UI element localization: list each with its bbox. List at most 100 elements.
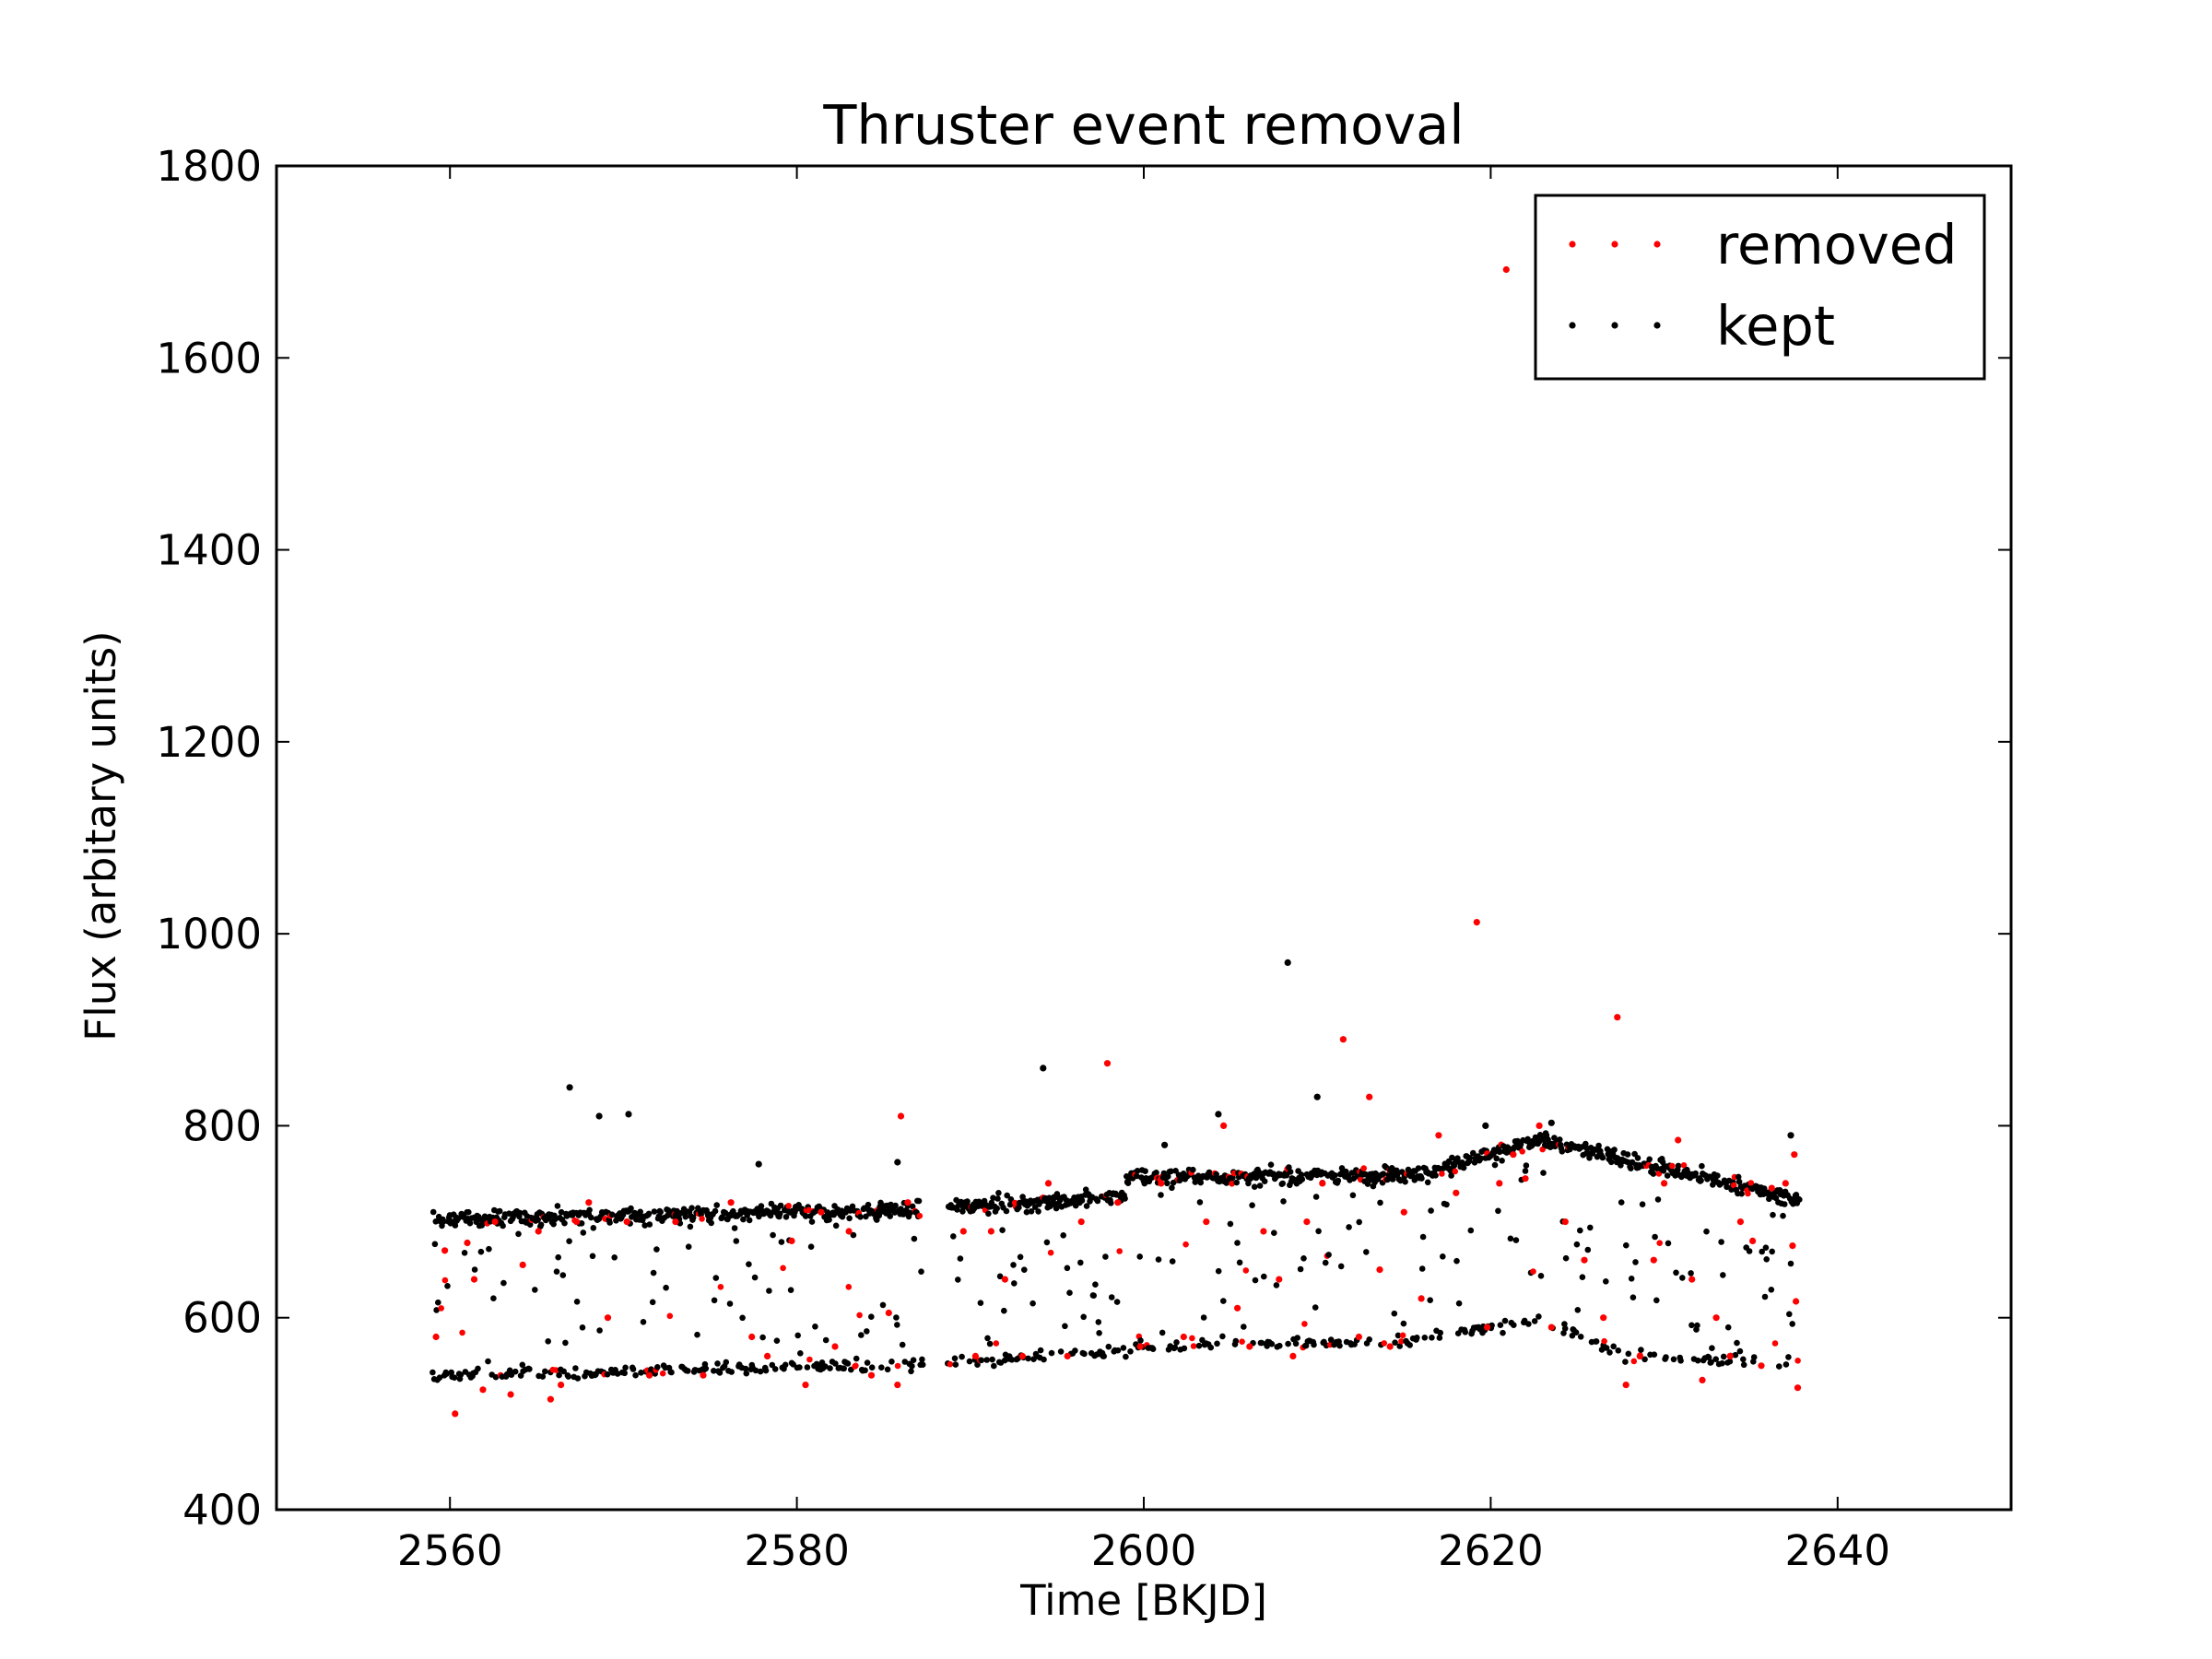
kept-point [1105,1343,1112,1350]
kept-point [1694,1322,1700,1329]
kept-point [974,1361,981,1368]
removed-point [1452,1168,1459,1175]
removed-point [1064,1352,1071,1359]
kept-point [822,1363,829,1370]
removed-point [1319,1180,1326,1187]
kept-point [1427,1297,1433,1303]
kept-point [841,1365,847,1372]
kept-point [496,1207,503,1215]
kept-point [1699,1162,1705,1170]
kept-point [1501,1317,1509,1324]
removed-point [831,1343,839,1350]
kept-point [1573,1241,1581,1248]
kept-point [1153,1170,1159,1176]
removed-point [904,1199,912,1206]
removed-point [659,1370,666,1377]
kept-point [556,1371,562,1379]
removed-point [1502,265,1510,274]
kept-point [731,1225,738,1231]
kept-point [574,1375,582,1382]
kept-point [1158,1192,1164,1198]
kept-point [999,1227,1006,1233]
kept-point [665,1212,671,1219]
removed-point [1656,1240,1663,1246]
kept-point [596,1327,603,1334]
kept-point [1078,1197,1086,1204]
kept-point [519,1361,526,1369]
kept-point [1769,1248,1775,1255]
kept-point [802,1213,809,1219]
kept-point [1214,1340,1220,1347]
legend-marker-kept [1611,322,1618,329]
kept-point [864,1328,870,1335]
kept-point [773,1337,781,1344]
kept-point [758,1203,765,1209]
x-tick-label: 2640 [1785,1526,1891,1575]
removed-point [464,1239,471,1247]
kept-point [465,1208,472,1216]
kept-point [1604,1146,1611,1153]
kept-point [1249,1202,1255,1208]
kept-point [1215,1111,1222,1118]
kept-point [966,1358,973,1365]
removed-point [1699,1376,1706,1383]
kept-point [1577,1227,1583,1234]
removed-point [845,1228,853,1235]
x-tick-label: 2600 [1091,1526,1197,1575]
kept-point [1004,1192,1010,1199]
kept-point [1035,1208,1041,1215]
kept-point [822,1336,830,1344]
removed-point [1189,1335,1195,1342]
kept-point [1313,1093,1321,1100]
removed-point [785,1203,792,1209]
kept-point [1632,1259,1639,1265]
y-axis-label: Flux (arbitary units) [76,630,125,1041]
removed-point [1360,1165,1367,1171]
kept-point [1762,1244,1770,1251]
kept-point [1392,1339,1398,1346]
kept-point [1639,1201,1646,1207]
removed-point [1650,1256,1657,1264]
kept-point [1443,1201,1450,1208]
kept-point [1593,1338,1600,1345]
kept-point [1394,1332,1402,1339]
removed-point [727,1199,735,1206]
kept-point [500,1279,507,1287]
removed-point [1561,1218,1569,1226]
kept-point [857,1214,864,1220]
kept-point [1763,1256,1770,1263]
x-tick-label: 2580 [744,1526,850,1575]
kept-point [1149,1346,1157,1352]
kept-point [586,1206,593,1214]
removed-point [1001,1276,1008,1283]
kept-point [1664,1172,1671,1179]
kept-point [827,1365,833,1371]
kept-point [1796,1196,1803,1203]
kept-point [743,1370,750,1377]
kept-point [951,1355,959,1362]
removed-point [1745,1190,1751,1197]
kept-point [1196,1199,1204,1206]
kept-point [1312,1304,1319,1311]
kept-point [1287,1169,1294,1175]
kept-point [862,1367,868,1374]
kept-point [689,1214,697,1221]
removed-point [1386,1343,1394,1350]
kept-point [1173,1339,1180,1346]
removed-point [1116,1248,1123,1254]
kept-point [983,1357,990,1363]
kept-point [1025,1355,1031,1362]
kept-point [475,1365,481,1372]
kept-point [1787,1132,1794,1139]
kept-point [1720,1353,1727,1360]
kept-point [1525,1321,1532,1327]
kept-point [702,1365,710,1372]
kept-point [716,1370,724,1376]
kept-point [1759,1248,1765,1255]
removed-point [1771,1340,1779,1347]
kept-point [515,1230,522,1238]
kept-point [1557,1136,1563,1143]
removed-point [818,1208,825,1216]
kept-point [752,1367,759,1374]
